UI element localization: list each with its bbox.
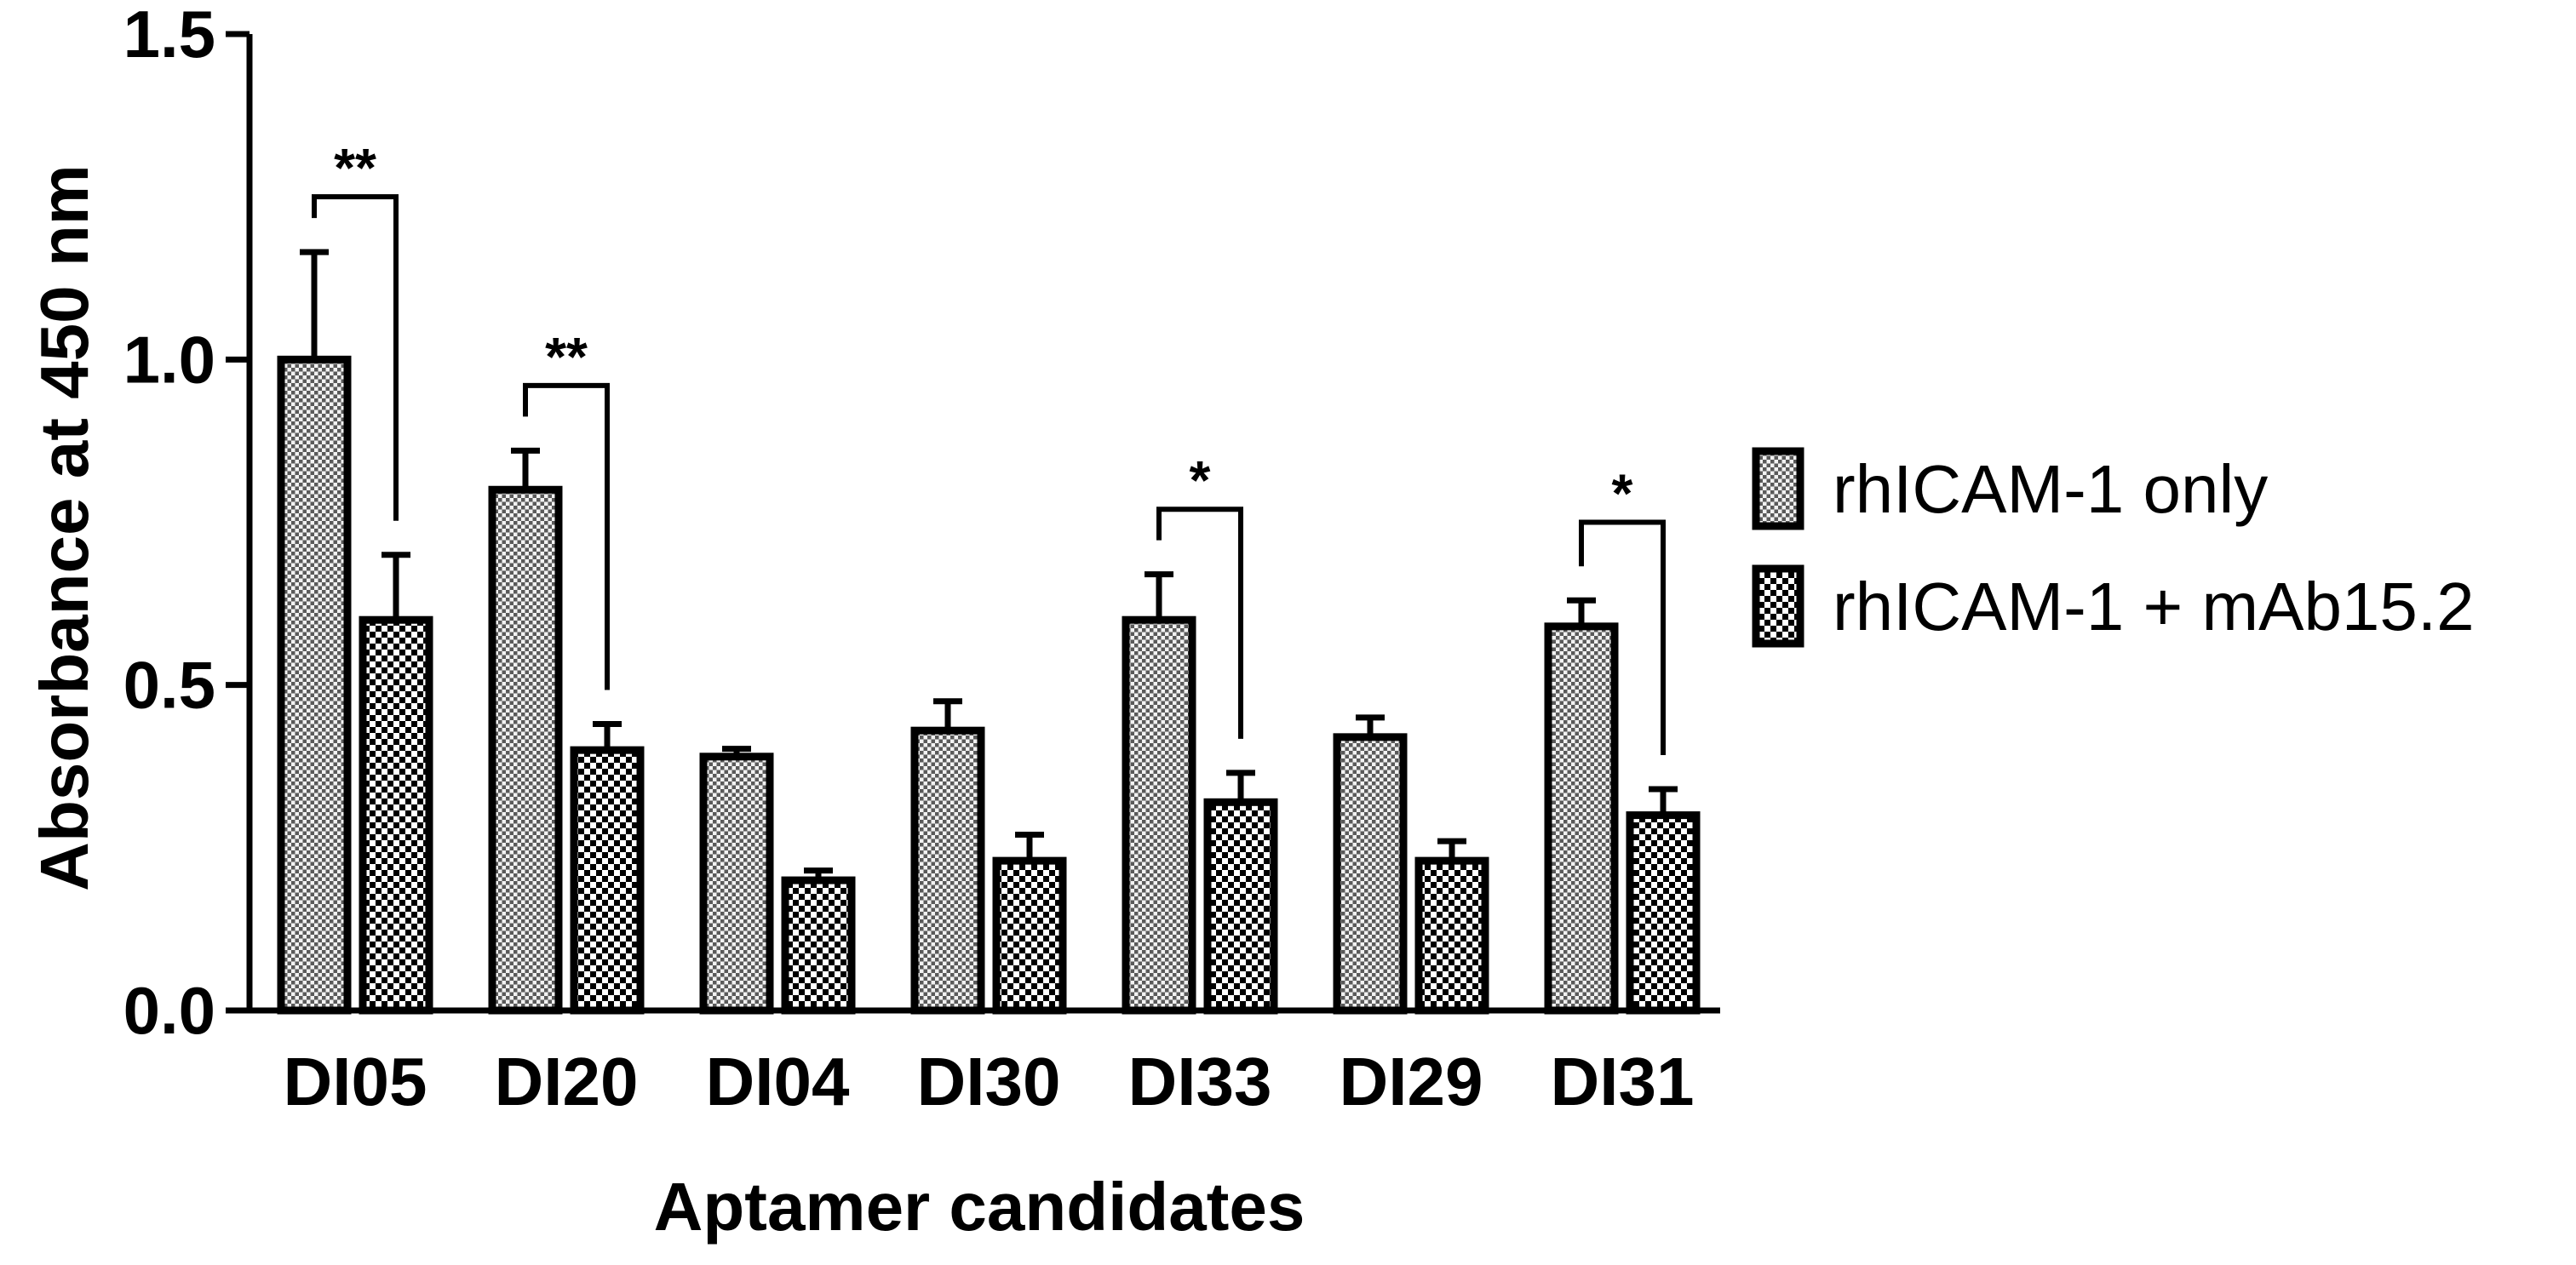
bar-di31-series-1 [1544,622,1619,1015]
significance-bracket [523,382,610,690]
y-tick-label: 0.5 [123,648,215,723]
category-labels: DI05 DI20 DI04 DI30 DI33 DI29 DI31 [284,1044,1695,1119]
bar-di04-series-1 [699,753,774,1015]
legend-label: rhICAM-1 + mAb15.2 [1833,569,2475,644]
significance-marker: ** [545,326,588,387]
bar-di33-series-2 [1203,798,1278,1015]
bar-di31-series-2 [1626,811,1701,1015]
y-tick-label: 0.0 [123,973,215,1048]
y-ticks: 0.0 0.5 1.0 1.5 [123,0,250,1048]
significance-bracket [312,194,399,521]
bar-di30-series-1 [910,726,985,1015]
legend-label: rhICAM-1 only [1833,451,2268,527]
x-tick-label: DI29 [1340,1044,1483,1119]
x-tick-label: DI30 [917,1044,1061,1119]
x-tick-label: DI31 [1551,1044,1695,1119]
error-bars [300,249,1678,881]
legend: rhICAM-1 only rhICAM-1 + mAb15.2 [1752,447,2475,648]
significance-marker: * [1190,449,1211,511]
significance-bracket [1579,519,1666,756]
x-tick-label: DI20 [495,1044,639,1119]
x-tick-label: DI05 [284,1044,427,1119]
bars [277,355,1701,1015]
x-axis-title: Aptamer candidates [654,1169,1305,1245]
legend-swatch [1752,447,1804,530]
y-tick-label: 1.5 [123,0,215,72]
bar-di05-series-2 [359,615,433,1015]
bar-di20-series-1 [488,485,563,1015]
bar-di20-series-2 [570,746,645,1015]
legend-swatch [1752,564,1804,648]
bar-di29-series-1 [1333,733,1408,1015]
x-tick-label: DI33 [1128,1044,1272,1119]
significance-marker: ** [334,137,376,198]
y-axis-title: Absorbance at 450 nm [26,164,102,891]
significance-bracket [1156,507,1243,739]
significance-brackets: ***** * [312,137,1666,756]
significance-marker: * [1612,463,1633,524]
x-tick-label: DI04 [706,1044,850,1119]
y-tick-label: 1.0 [123,322,215,397]
bar-di05-series-1 [277,355,352,1015]
bar-di30-series-2 [992,856,1067,1015]
bar-di29-series-2 [1414,856,1489,1015]
bar-di33-series-1 [1122,615,1196,1015]
bar-di04-series-2 [781,876,856,1015]
